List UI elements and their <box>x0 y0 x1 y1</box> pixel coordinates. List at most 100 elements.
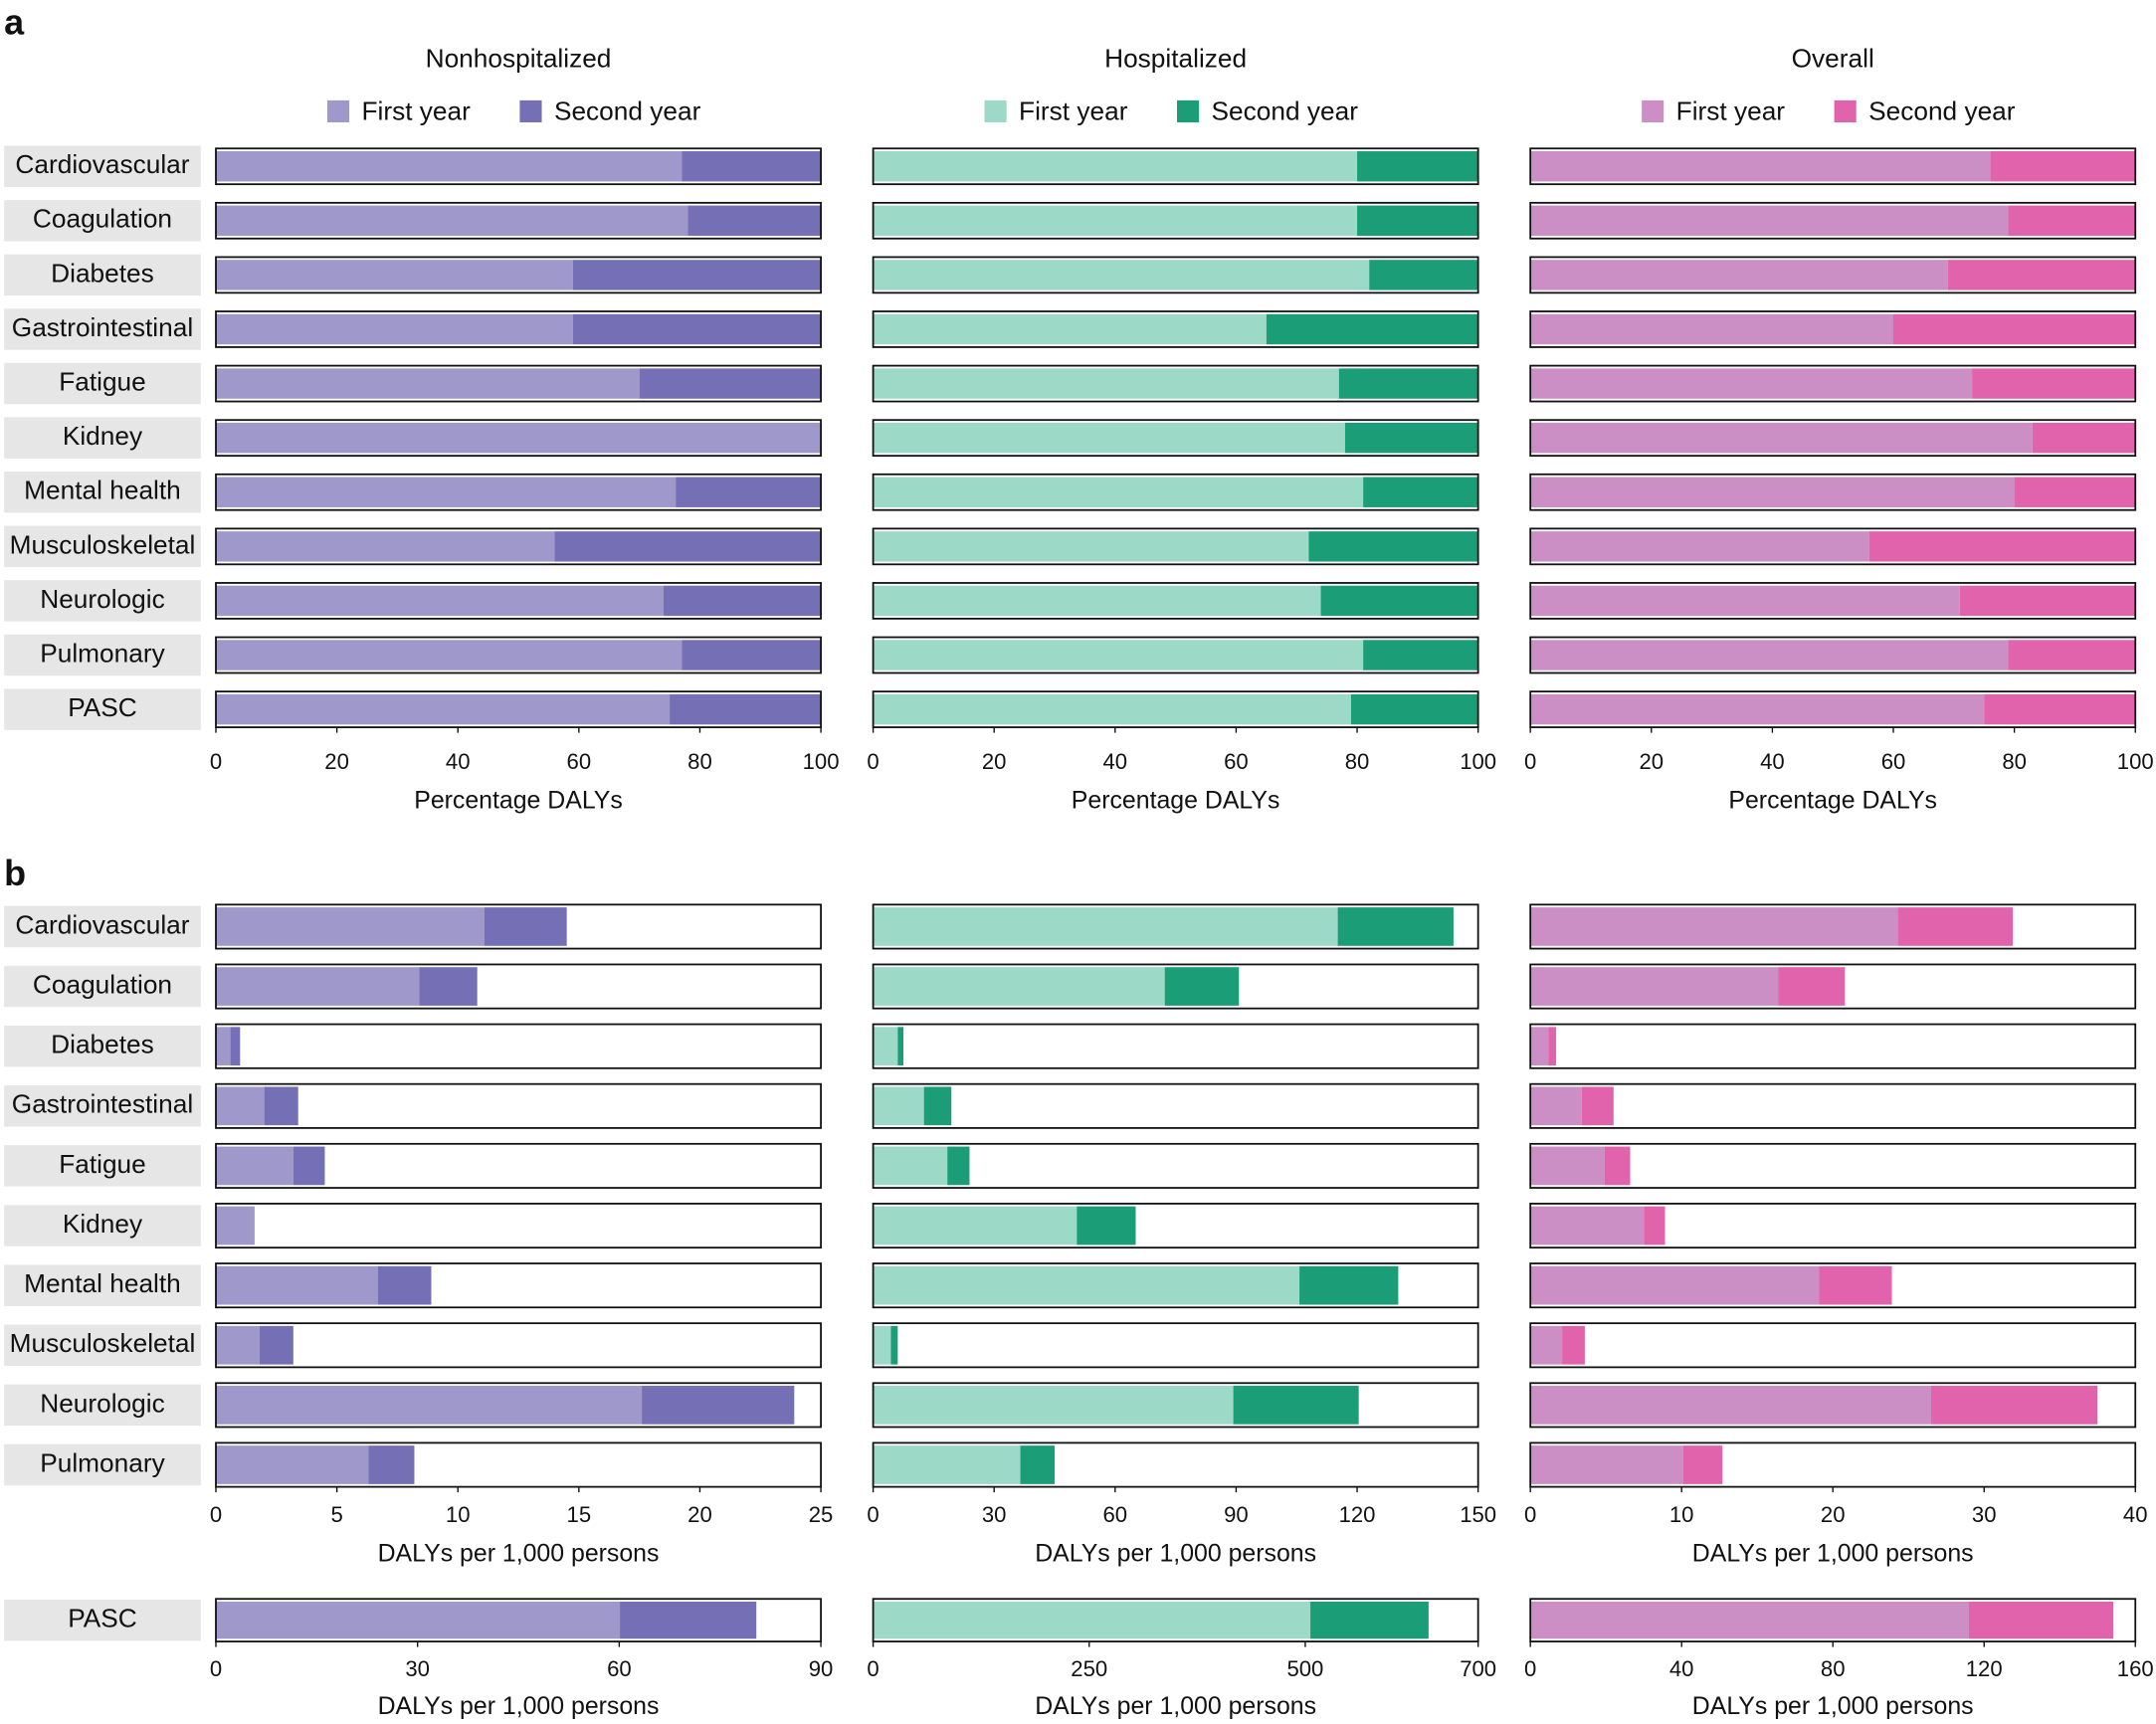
category-box <box>4 362 201 405</box>
category-box <box>4 1443 201 1486</box>
bar-frame <box>215 147 822 186</box>
bar-segment <box>1897 907 2014 946</box>
bar-segment <box>873 260 1370 290</box>
category-label: Pulmonary <box>40 638 165 668</box>
bar-frame <box>215 903 822 950</box>
bar-frame <box>215 364 822 403</box>
bar-segment <box>873 1206 1078 1245</box>
bar-segment <box>1530 151 1991 182</box>
legend-label: First year <box>1676 96 1786 125</box>
bar-segment <box>1020 1445 1056 1484</box>
panel-label: a <box>4 1 25 42</box>
category-label: Musculoskeletal <box>10 529 196 559</box>
bar-segment <box>1893 313 2136 345</box>
bar-segment <box>1266 313 1478 345</box>
category-label: Kidney <box>63 421 143 451</box>
bar-segment <box>216 1027 231 1066</box>
bar-frame <box>872 1322 1479 1369</box>
bar-segment <box>216 1602 621 1639</box>
bar-segment <box>484 907 567 946</box>
bar-frame <box>215 201 822 240</box>
bar-frame <box>215 1598 822 1642</box>
category-label: Coagulation <box>33 970 172 1000</box>
x-tick-label: 40 <box>1669 1656 1694 1681</box>
x-axis-title: DALYs per 1,000 persons <box>1035 1692 1316 1720</box>
bar-frame <box>1529 1203 2137 1249</box>
category-label: Mental health <box>24 1268 181 1298</box>
category-box <box>4 634 201 676</box>
x-tick-label: 500 <box>1286 1656 1323 1681</box>
x-tick-label: 120 <box>1339 1502 1376 1527</box>
x-tick-label: 160 <box>2117 1656 2154 1681</box>
chart-title: Overall <box>1792 44 1874 74</box>
x-tick-label: 60 <box>1881 749 1906 774</box>
bar-segment <box>1530 260 1948 290</box>
bar-frame <box>872 903 1479 950</box>
bar-segment <box>897 1027 903 1066</box>
bar-segment <box>1682 1445 1723 1484</box>
bar-segment <box>1530 1265 1820 1305</box>
category-label: Kidney <box>63 1209 143 1239</box>
category-label: Neurologic <box>40 1388 164 1418</box>
bar-segment <box>663 585 822 617</box>
bar-segment <box>419 967 478 1006</box>
bar-segment <box>1530 1206 1645 1245</box>
x-tick-label: 100 <box>1460 749 1496 774</box>
bar-frame <box>215 473 822 511</box>
category-label: Cardiovascular <box>15 149 189 179</box>
bar-segment <box>670 693 822 725</box>
category-box <box>4 1324 201 1366</box>
bar-segment <box>216 693 671 725</box>
category-box <box>4 1205 201 1246</box>
bar-segment <box>873 585 1321 617</box>
bar-segment <box>572 313 822 345</box>
bar-frame <box>872 256 1479 294</box>
x-tick-label: 10 <box>446 1502 471 1527</box>
bar-frame <box>872 364 1479 403</box>
category-label: Pulmonary <box>40 1447 165 1477</box>
bar-segment <box>1548 1027 1557 1066</box>
bar-segment <box>264 1086 298 1126</box>
bar-segment <box>554 531 822 562</box>
category-label: PASC <box>68 1604 137 1633</box>
x-tick-label: 0 <box>867 749 879 774</box>
bar-frame <box>872 1598 1479 1642</box>
bar-frame <box>872 1382 1479 1429</box>
bar-frame <box>215 1322 822 1369</box>
bar-segment <box>1530 693 1985 725</box>
bar-segment <box>1969 1602 2114 1639</box>
bar-segment <box>216 477 677 507</box>
category-box <box>4 525 201 568</box>
bar-segment <box>1530 907 1898 946</box>
bar-segment <box>873 907 1338 946</box>
chart-title: Hospitalized <box>1104 44 1247 74</box>
bar-frame <box>1529 419 2137 458</box>
legend-label: First year <box>361 96 471 125</box>
x-tick-label: 60 <box>1103 1502 1128 1527</box>
category-label: Musculoskeletal <box>10 1328 196 1358</box>
legend-swatch <box>1834 99 1857 122</box>
bar-segment <box>639 368 822 399</box>
bar-segment <box>873 640 1364 670</box>
bar-segment <box>1299 1265 1399 1305</box>
bar-segment <box>873 531 1309 562</box>
bar-frame <box>872 963 1479 1010</box>
category-box <box>4 472 201 513</box>
x-tick-label: 60 <box>607 1656 632 1681</box>
category-label: Gastrointestinal <box>12 312 193 342</box>
category-box <box>4 580 201 622</box>
bar-segment <box>1972 368 2136 399</box>
bar-segment <box>1337 907 1454 946</box>
bar-frame <box>872 1441 1479 1488</box>
bar-segment <box>1357 151 1478 182</box>
bar-frame <box>872 1203 1479 1249</box>
bar-segment <box>216 585 664 617</box>
bar-segment <box>1530 585 1960 617</box>
bar-segment <box>687 205 822 237</box>
bar-frame <box>1529 903 2137 950</box>
x-tick-label: 250 <box>1071 1656 1107 1681</box>
bar-segment <box>1369 260 1478 290</box>
bar-segment <box>259 1325 294 1365</box>
bar-frame <box>215 1203 822 1249</box>
panel-label: b <box>4 853 26 893</box>
